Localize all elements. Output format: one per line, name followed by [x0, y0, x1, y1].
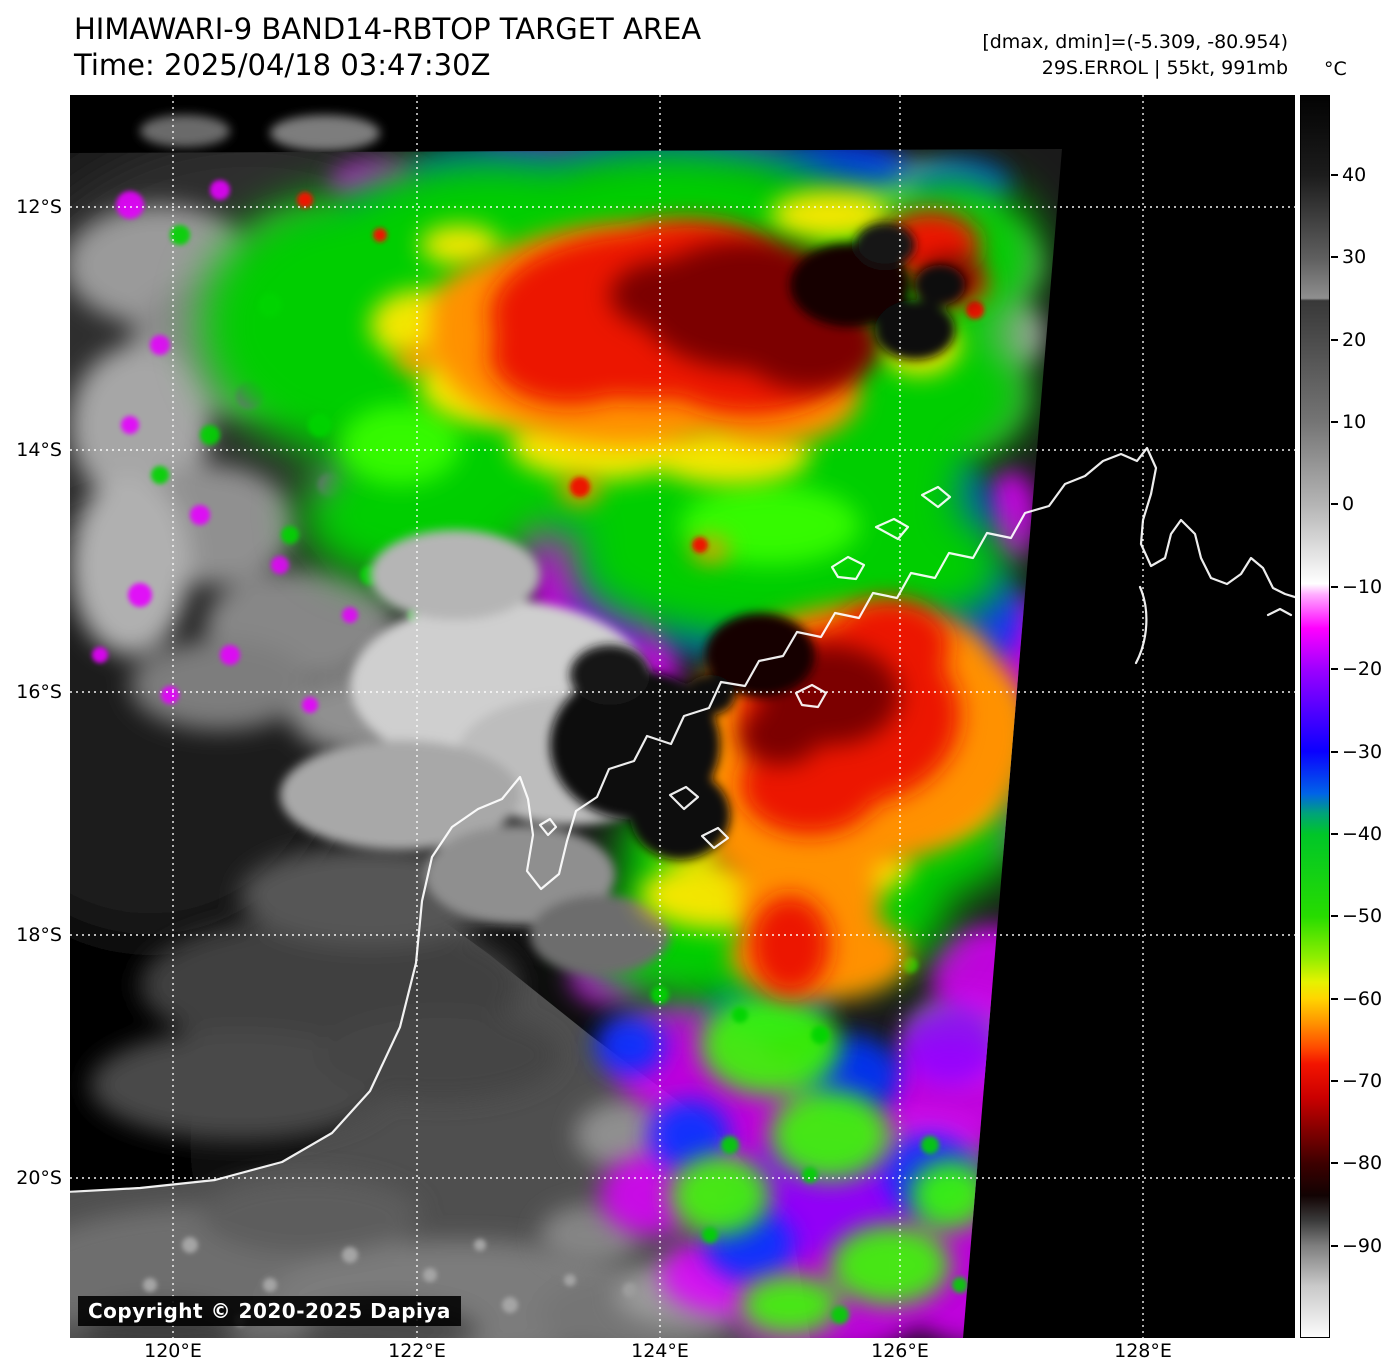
- colorbar-tick: [1331, 174, 1338, 176]
- colorbar: [1300, 95, 1330, 1338]
- colorbar-label-20: 20: [1342, 329, 1367, 351]
- coldest-cloud-tops: [550, 223, 965, 860]
- satellite-map: Copyright © 2020-2025 Dapiya: [70, 95, 1295, 1338]
- colorbar-label-m50: −50: [1342, 905, 1383, 927]
- colorbar-label-10: 10: [1342, 411, 1367, 433]
- timestamp: Time: 2025/04/18 03:47:30Z: [74, 48, 491, 82]
- colorbar-tick: [1331, 503, 1338, 505]
- colorbar-tick: [1331, 915, 1338, 917]
- cloud-patches-top: [140, 115, 380, 151]
- colorbar-tick: [1331, 1080, 1338, 1082]
- page-title: HIMAWARI-9 BAND14-RBTOP TARGET AREA: [74, 12, 702, 46]
- colorbar-tick: [1331, 1245, 1338, 1247]
- graticule: [70, 95, 1295, 1338]
- lat-tick-18s: 18°S: [16, 924, 62, 946]
- colorbar-label-0: 0: [1342, 493, 1355, 515]
- colorbar-tick: [1331, 586, 1338, 588]
- colorbar-label-40: 40: [1342, 164, 1367, 186]
- colorbar-label-m40: −40: [1342, 823, 1383, 845]
- colorbar-tick: [1331, 668, 1338, 670]
- lon-tick-122e: 122°E: [388, 1340, 446, 1359]
- lon-tick-128e: 128°E: [1114, 1340, 1172, 1359]
- colorbar-label-m60: −60: [1342, 988, 1383, 1010]
- colorbar-label-m30: −30: [1342, 741, 1383, 763]
- colorbar-tick: [1331, 998, 1338, 1000]
- satellite-image: [70, 95, 1295, 1338]
- colorbar-tick: [1331, 1162, 1338, 1164]
- copyright-label: Copyright © 2020-2025 Dapiya: [78, 1296, 461, 1326]
- meta-info: [dmax, dmin]=(-5.309, -80.954) 29S.ERROL…: [982, 29, 1288, 81]
- lon-tick-120e: 120°E: [144, 1340, 202, 1359]
- colorbar-label-m70: −70: [1342, 1070, 1383, 1092]
- colorbar-label-m20: −20: [1342, 658, 1383, 680]
- lat-tick-16s: 16°S: [16, 681, 62, 703]
- storm-info: 29S.ERROL | 55kt, 991mb: [1041, 57, 1288, 79]
- colorbar-gradient: [1301, 96, 1329, 1337]
- lon-tick-126e: 126°E: [871, 1340, 929, 1359]
- satellite-swath: [70, 149, 1062, 1338]
- lat-tick-14s: 14°S: [16, 439, 62, 461]
- colorbar-tick: [1331, 339, 1338, 341]
- colorbar-label-m90: −90: [1342, 1235, 1383, 1257]
- colorbar-label-m80: −80: [1342, 1152, 1383, 1174]
- colorbar-label-30: 30: [1342, 246, 1367, 268]
- colorbar-unit: °C: [1324, 58, 1347, 80]
- lon-tick-124e: 124°E: [631, 1340, 689, 1359]
- dmax-dmin-readout: [dmax, dmin]=(-5.309, -80.954): [982, 31, 1288, 53]
- lat-tick-20s: 20°S: [16, 1167, 62, 1189]
- colorbar-tick: [1331, 421, 1338, 423]
- colorbar-label-m10: −10: [1342, 576, 1383, 598]
- lat-tick-12s: 12°S: [16, 196, 62, 218]
- colorbar-tick: [1331, 833, 1338, 835]
- colorbar-tick: [1331, 751, 1338, 753]
- colorbar-tick: [1331, 256, 1338, 258]
